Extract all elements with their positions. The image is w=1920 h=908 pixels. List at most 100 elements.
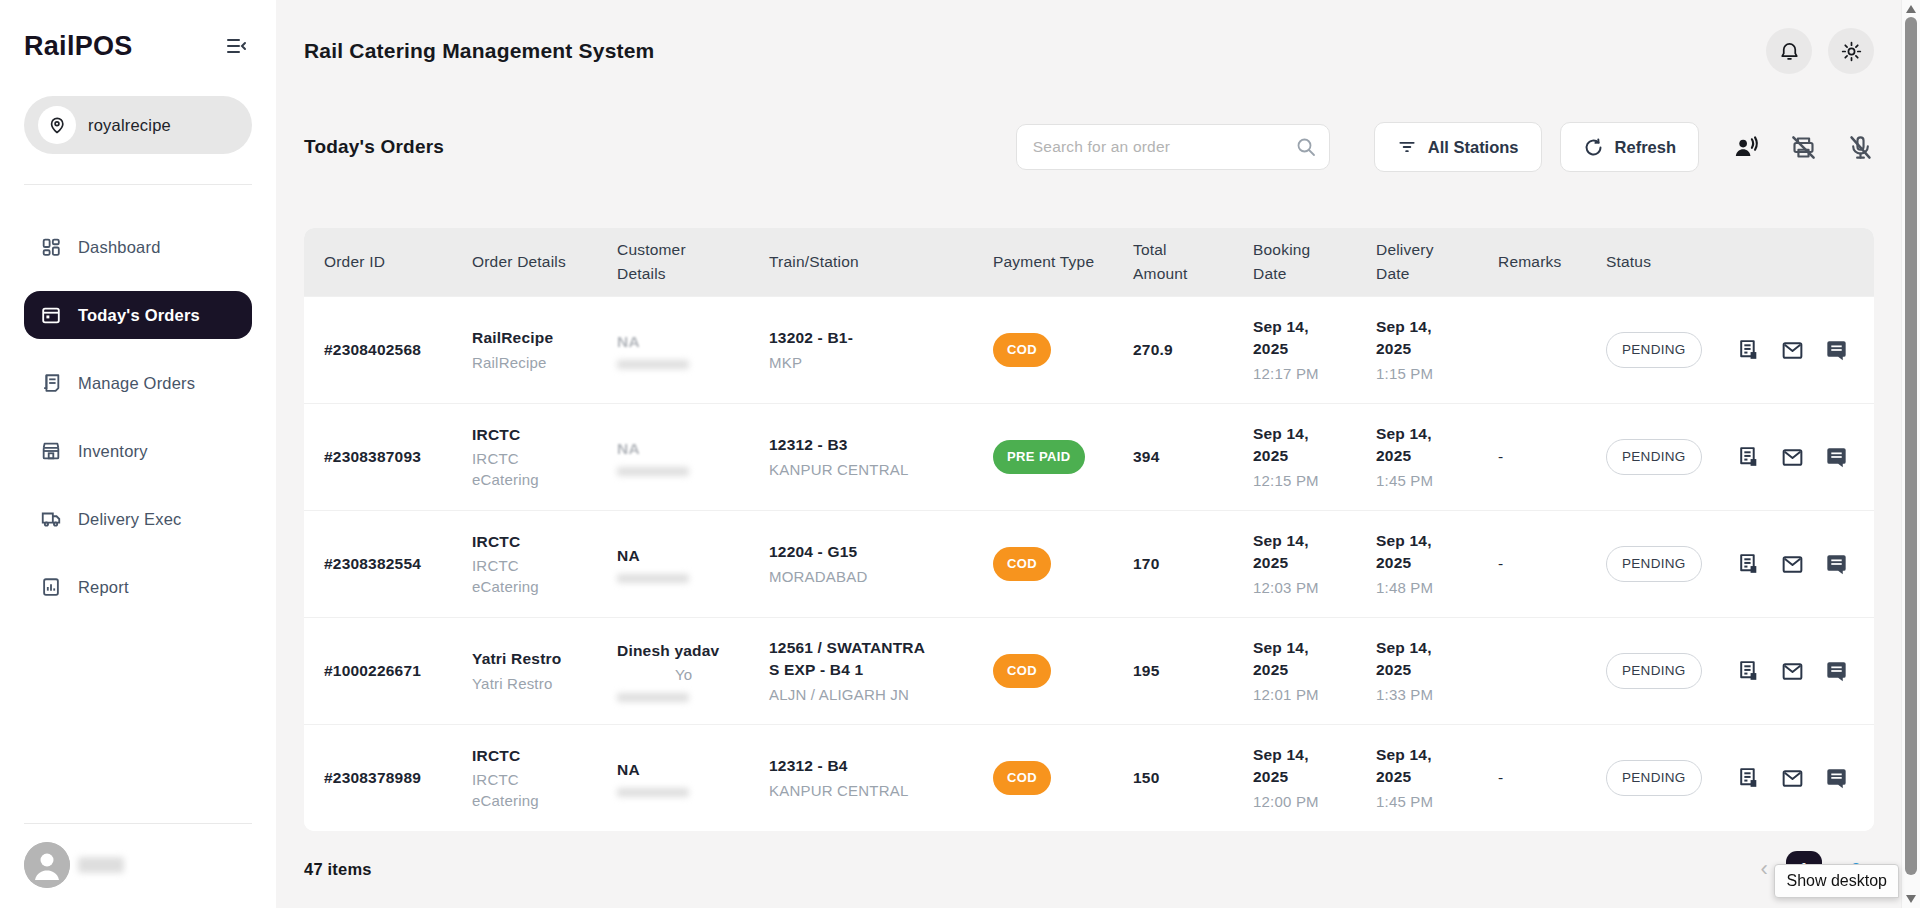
outlet-selector[interactable]: royalrecipe: [24, 96, 252, 154]
delivery-date-cell: Sep 14, 2025 1:15 PM: [1376, 316, 1498, 383]
status-badge: PENDING: [1606, 546, 1702, 583]
sidebar-item-dashboard[interactable]: Dashboard: [24, 223, 252, 271]
show-desktop-tooltip: Show desktop: [1774, 864, 1899, 898]
payment-type-cell: COD: [993, 654, 1133, 688]
row-actions: [1736, 445, 1874, 470]
mic-off-icon[interactable]: [1847, 134, 1874, 161]
sidebar-item-todays-orders[interactable]: Today's Orders: [24, 291, 252, 339]
orders-icon: [40, 372, 62, 394]
station-filter-label: All Stations: [1428, 138, 1519, 157]
table-row[interactable]: #1000226671 Yatri Restro Yatri Restro Di…: [304, 617, 1874, 724]
column-header: Remarks: [1498, 250, 1606, 274]
delivery-date-cell: Sep 14, 2025 1:45 PM: [1376, 744, 1498, 811]
order-details-cell: IRCTC IRCTC eCatering: [472, 745, 617, 812]
refresh-button[interactable]: Refresh: [1560, 122, 1699, 172]
column-header: Order Details: [472, 250, 617, 274]
booking-date-cell: Sep 14, 2025 12:01 PM: [1253, 637, 1376, 704]
total-amount-cell: 150: [1133, 767, 1253, 789]
booking-date-cell: Sep 14, 2025 12:17 PM: [1253, 316, 1376, 383]
column-header: Booking Date: [1253, 238, 1376, 286]
table-row[interactable]: #2308382554 IRCTC IRCTC eCatering NA 122…: [304, 510, 1874, 617]
total-amount-cell: 270.9: [1133, 339, 1253, 361]
payment-type-cell: COD: [993, 761, 1133, 795]
customer-details-cell: NA: [617, 331, 769, 370]
comment-icon[interactable]: [1824, 445, 1849, 470]
payment-type-cell: COD: [993, 333, 1133, 367]
printer-off-icon[interactable]: [1790, 134, 1817, 161]
mail-icon[interactable]: [1780, 338, 1805, 363]
sidebar-collapse-icon[interactable]: [220, 30, 252, 62]
sidebar-item-manage-orders[interactable]: Manage Orders: [24, 359, 252, 407]
booking-date-cell: Sep 14, 2025 12:00 PM: [1253, 744, 1376, 811]
comment-icon[interactable]: [1824, 552, 1849, 577]
sidebar-item-inventory[interactable]: Inventory: [24, 427, 252, 475]
order-id-cell: #2308387093: [324, 446, 472, 468]
table-row[interactable]: #2308378989 IRCTC IRCTC eCatering NA 123…: [304, 724, 1874, 831]
comment-icon[interactable]: [1824, 766, 1849, 791]
voice-announce-icon[interactable]: [1733, 134, 1760, 161]
order-id-cell: #2308382554: [324, 553, 472, 575]
invoice-icon[interactable]: [1736, 338, 1761, 363]
remarks-cell: -: [1498, 446, 1606, 468]
column-header: Train/Station: [769, 250, 993, 274]
sidebar-item-delivery-exec[interactable]: Delivery Exec: [24, 495, 252, 543]
redacted-user-name: [78, 857, 124, 873]
scrollbar-up-arrow[interactable]: [1906, 5, 1916, 13]
order-details-cell: IRCTC IRCTC eCatering: [472, 424, 617, 491]
payment-type-cell: PRE PAID: [993, 440, 1133, 474]
sidebar: RailPOS royalrecipe: [0, 0, 276, 908]
user-avatar[interactable]: [24, 842, 70, 888]
invoice-icon[interactable]: [1736, 445, 1761, 470]
mail-icon[interactable]: [1780, 766, 1805, 791]
status-cell: PENDING: [1606, 760, 1736, 797]
mail-icon[interactable]: [1780, 659, 1805, 684]
refresh-icon: [1583, 137, 1604, 158]
status-badge: PENDING: [1606, 332, 1702, 369]
train-station-cell: 12312 - B4 KANPUR CENTRAL: [769, 755, 993, 801]
os-scrollbar[interactable]: [1901, 0, 1920, 908]
truck-icon: [40, 508, 62, 530]
sidebar-item-label: Report: [78, 578, 129, 597]
refresh-label: Refresh: [1615, 138, 1676, 157]
invoice-icon[interactable]: [1736, 659, 1761, 684]
notifications-button[interactable]: [1766, 28, 1812, 74]
report-icon: [40, 576, 62, 598]
sidebar-item-label: Today's Orders: [78, 306, 200, 325]
customer-details-cell: NA: [617, 759, 769, 798]
mail-icon[interactable]: [1780, 445, 1805, 470]
sidebar-item-report[interactable]: Report: [24, 563, 252, 611]
orders-table: Order ID Order Details Customer Details …: [304, 228, 1874, 831]
comment-icon[interactable]: [1824, 338, 1849, 363]
row-actions: [1736, 552, 1874, 577]
app-window: RailPOS royalrecipe: [0, 0, 1920, 908]
sidebar-item-label: Inventory: [78, 442, 148, 461]
search-icon: [1294, 135, 1318, 159]
settings-button[interactable]: [1828, 28, 1874, 74]
station-filter-button[interactable]: All Stations: [1374, 122, 1542, 172]
order-id-cell: #2308378989: [324, 767, 472, 789]
invoice-icon[interactable]: [1736, 552, 1761, 577]
customer-details-cell: NA: [617, 545, 769, 584]
status-badge: PENDING: [1606, 439, 1702, 476]
delivery-date-cell: Sep 14, 2025 1:45 PM: [1376, 423, 1498, 490]
invoice-icon[interactable]: [1736, 766, 1761, 791]
table-row[interactable]: #2308402568 RailRecipe RailRecipe NA 132…: [304, 296, 1874, 403]
sidebar-nav: Dashboard Today's Orders: [24, 223, 252, 611]
total-amount-cell: 170: [1133, 553, 1253, 575]
delivery-date-cell: Sep 14, 2025 1:48 PM: [1376, 530, 1498, 597]
payment-badge: COD: [993, 333, 1051, 367]
dashboard-icon: [40, 236, 62, 258]
orders-table-body: #2308402568 RailRecipe RailRecipe NA 132…: [304, 296, 1874, 831]
calendar-icon: [40, 304, 62, 326]
total-amount-cell: 394: [1133, 446, 1253, 468]
remarks-cell: -: [1498, 767, 1606, 789]
mail-icon[interactable]: [1780, 552, 1805, 577]
comment-icon[interactable]: [1824, 659, 1849, 684]
table-row[interactable]: #2308387093 IRCTC IRCTC eCatering NA 123…: [304, 403, 1874, 510]
chevron-left-icon[interactable]: ‹: [1758, 858, 1770, 880]
delivery-date-cell: Sep 14, 2025 1:33 PM: [1376, 637, 1498, 704]
booking-date-cell: Sep 14, 2025 12:03 PM: [1253, 530, 1376, 597]
scrollbar-down-arrow[interactable]: [1906, 895, 1916, 903]
scrollbar-thumb[interactable]: [1905, 17, 1917, 875]
search-input[interactable]: [1016, 124, 1330, 170]
